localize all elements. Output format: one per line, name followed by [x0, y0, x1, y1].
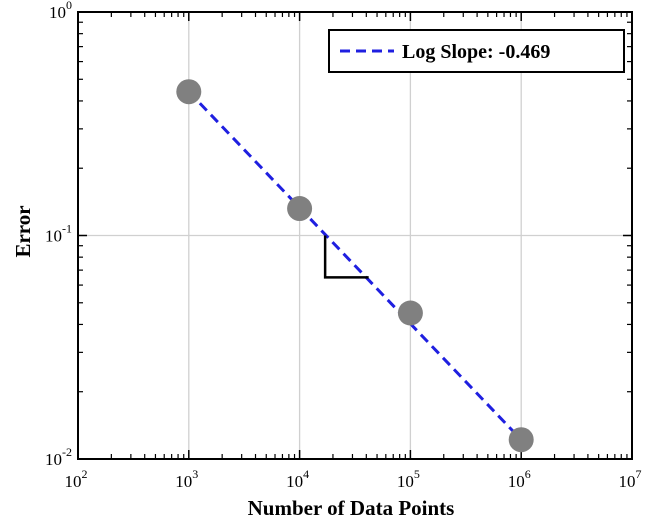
fit-line	[187, 90, 523, 441]
plot-frame	[77, 11, 633, 460]
y-tick-label: 100	[49, 0, 72, 22]
data-point	[508, 427, 534, 453]
y-axis-title: Error	[11, 205, 35, 257]
y-tick-label: 10-2	[45, 445, 72, 469]
x-tick-label: 103	[175, 467, 198, 491]
x-tick-label: 105	[397, 467, 420, 491]
x-axis-title: Number of Data Points	[248, 496, 455, 520]
x-tick-labels: 102 103 104 105 106 107	[65, 467, 642, 491]
data-point	[397, 300, 423, 326]
x-tick-label: 106	[508, 467, 531, 491]
slope-triangle-path	[323, 235, 369, 279]
x-tick-label: 104	[286, 467, 309, 491]
grid	[78, 12, 632, 459]
slope-triangle	[323, 235, 369, 279]
x-tick-label: 107	[619, 467, 642, 491]
x-tick-label: 102	[65, 467, 88, 491]
legend: Log Slope: -0.469	[328, 29, 625, 73]
fit-line-group	[187, 90, 523, 441]
y-tick-label: 10-1	[45, 222, 72, 246]
data-point	[176, 79, 202, 105]
legend-label: Log Slope: -0.469	[402, 41, 550, 63]
y-tick-labels: 100 10-1 10-2	[45, 0, 72, 469]
data-points	[176, 79, 534, 453]
data-point	[287, 196, 313, 222]
